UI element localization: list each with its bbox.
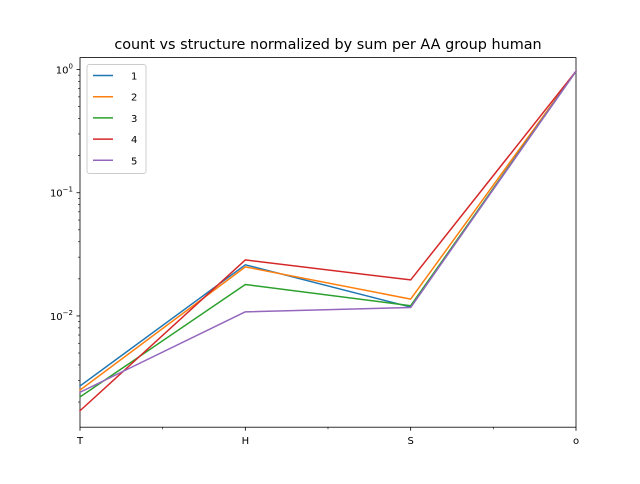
chart-title: count vs structure normalized by sum per… (114, 37, 541, 53)
legend-label: 4 (131, 135, 137, 146)
y-tick-label-base: 10 (50, 312, 63, 323)
x-tick-label: T (76, 436, 84, 447)
legend: 1 2 3 4 5 (86, 64, 147, 174)
x-tick-label: o (573, 436, 579, 447)
legend-box (86, 64, 147, 174)
legend-label: 1 (131, 72, 137, 83)
y-tick-label-exponent: 0 (69, 63, 73, 71)
y-tick-label-exponent: −2 (63, 309, 73, 317)
y-tick-label-base: 10 (50, 189, 63, 200)
legend-label: 5 (131, 156, 137, 167)
x-tick-label: S (407, 436, 413, 447)
series-lines (78, 70, 578, 412)
series-line-3 (78, 70, 578, 398)
series-line-2 (78, 70, 578, 392)
y-tick-label: 10−1 (50, 186, 73, 200)
y-tick-label-exponent: −1 (63, 186, 73, 194)
series-line-5 (78, 70, 578, 394)
x-tick-label: H (242, 436, 250, 447)
series-line-4 (78, 70, 578, 412)
series-line-1 (78, 70, 578, 388)
legend-label: 2 (131, 93, 137, 104)
y-tick-label-base: 10 (56, 66, 69, 77)
y-tick-label: 100 (56, 63, 73, 77)
axes-frame (79, 57, 577, 428)
y-tick-label: 10−2 (50, 309, 73, 323)
legend-label: 3 (131, 114, 137, 125)
